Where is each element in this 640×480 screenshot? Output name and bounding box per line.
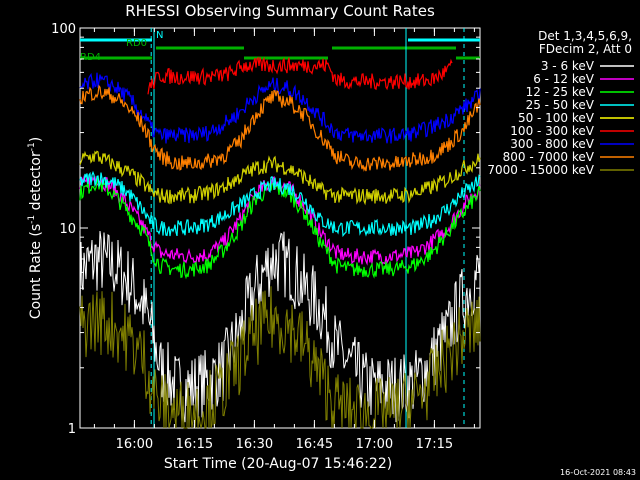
x-tick-label: 17:00 — [356, 437, 393, 452]
x-tick-label: 16:45 — [296, 437, 333, 452]
chart-title: RHESSI Observing Summary Count Rates — [125, 2, 435, 20]
legend-entry: 3 - 6 keV — [541, 59, 595, 73]
legend-entry: 800 - 7000 keV — [503, 150, 595, 164]
y-tick-label: 1 — [68, 422, 76, 437]
legend-entry: 12 - 25 keV — [526, 85, 595, 99]
series-layer — [79, 56, 481, 429]
legend-entry: 50 - 100 keV — [518, 111, 595, 125]
flag-label: RD0 — [126, 38, 147, 49]
flag-label: N — [156, 30, 163, 41]
flag-label: RD4 — [80, 52, 101, 63]
legend-header-line-2: FDecim 2, Att 0 — [539, 42, 632, 56]
legend-header-line-1: Det 1,3,4,5,6,9, — [538, 29, 632, 43]
instrument-flags: N RD0 RD4 — [80, 30, 480, 63]
axis-ticks: 16:00 16:15 16:30 16:45 17:00 17:15 1 10 100 — [51, 22, 480, 452]
legend-entry: 25 - 50 keV — [526, 98, 595, 112]
x-tick-label: 16:00 — [116, 437, 153, 452]
y-axis-label: Count Rate (s-1 detector-1) — [27, 137, 44, 319]
series-line — [79, 84, 481, 172]
series-line — [79, 72, 481, 144]
x-tick-label: 16:30 — [236, 437, 273, 452]
series-line — [79, 170, 481, 238]
timestamp: 16-Oct-2021 08:43 — [560, 468, 636, 477]
legend-entry: 300 - 800 keV — [510, 137, 594, 151]
legend: Det 1,3,4,5,6,9, FDecim 2, Att 0 3 - 6 k… — [487, 29, 634, 177]
x-tick-label: 16:15 — [176, 437, 213, 452]
x-tick-label: 17:15 — [416, 437, 453, 452]
x-axis-label: Start Time (20-Aug-07 15:46:22) — [164, 456, 392, 472]
legend-entry: 6 - 12 keV — [533, 72, 595, 86]
series-line — [79, 286, 481, 429]
series-line — [147, 56, 453, 95]
legend-entry: 7000 - 15000 keV — [487, 163, 594, 177]
y-tick-label: 10 — [59, 222, 76, 237]
legend-entry: 100 - 300 keV — [510, 124, 594, 138]
series-line — [79, 150, 481, 206]
y-tick-label: 100 — [51, 22, 76, 37]
